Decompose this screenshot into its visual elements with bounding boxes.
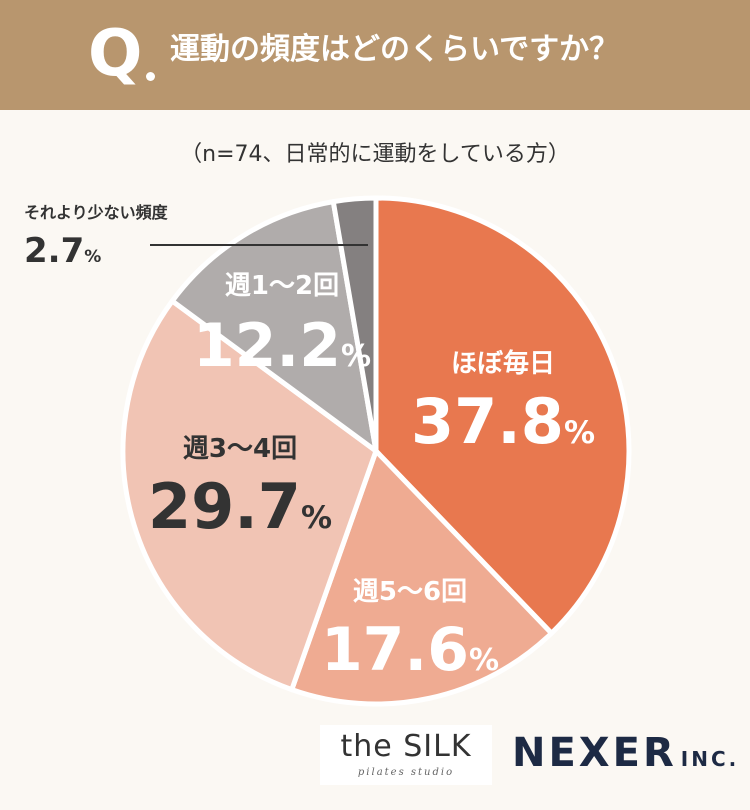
nexer-logo-text: NEXER [512, 730, 677, 776]
slice-value-3-4: 29.7% [148, 470, 332, 543]
silk-logo-text: the SILK [340, 729, 472, 764]
slice-label-1-2: 週1〜2回 [225, 271, 339, 301]
nexer-logo: NEXER INC. [512, 730, 739, 776]
nexer-inc-text: INC. [680, 747, 740, 771]
pie-slice-3-4 [120, 298, 379, 693]
pie-slice-1-2 [169, 199, 379, 454]
silk-logo-subtext: pilates studio [357, 767, 455, 778]
q-mark: Q [88, 17, 143, 91]
the-silk-logo: the SILK pilates studio [320, 725, 492, 785]
slice-value-1-2: 12.2% [193, 311, 371, 381]
pie-slice-daily [373, 195, 632, 636]
slice-value-less: 2.7% [24, 231, 101, 271]
slice-label-less: それより少ない頻度 [24, 203, 169, 222]
question-title: 運動の頻度はどのくらいですか？ [170, 32, 620, 67]
slice-value-5-6: 17.6% [321, 615, 499, 685]
slice-value-daily: 37.8% [411, 385, 595, 458]
slice-label-5-6: 週5〜6回 [353, 577, 467, 607]
pie-slice-less [330, 195, 379, 454]
slice-label-daily: ほぼ毎日 [451, 349, 555, 379]
slice-label-3-4: 週3〜4回 [183, 434, 297, 464]
pie-slice-5-6 [289, 448, 554, 707]
sample-note: （n=74、日常的に運動をしている方） [180, 142, 570, 167]
question-header: Q 運動の頻度はどのくらいですか？ [0, 0, 750, 110]
q-dot [146, 72, 155, 81]
